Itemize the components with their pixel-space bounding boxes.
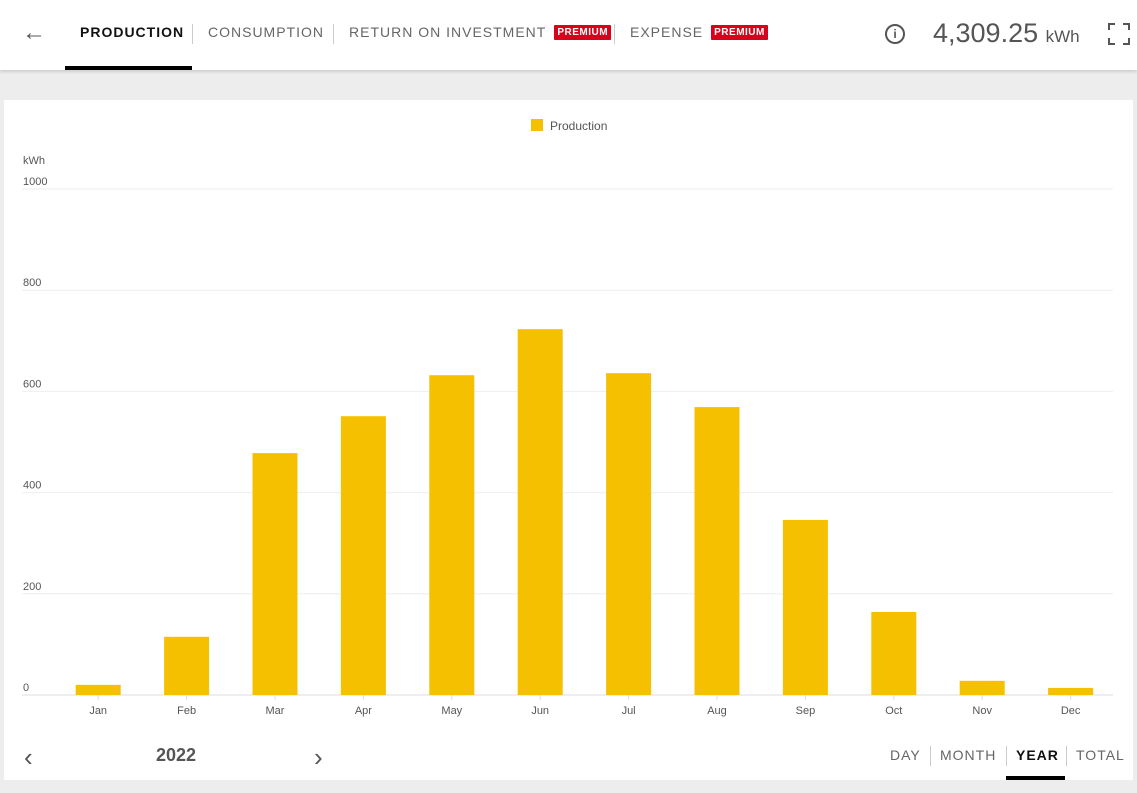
tab-label: EXPENSE bbox=[630, 24, 704, 40]
divider bbox=[930, 746, 931, 766]
tab-expense[interactable]: EXPENSE PREMIUM bbox=[630, 24, 768, 40]
tab-label: CONSUMPTION bbox=[208, 24, 324, 40]
period-year[interactable]: YEAR bbox=[1016, 747, 1059, 763]
divider bbox=[1006, 746, 1007, 766]
bar-apr bbox=[340, 416, 386, 695]
x-tick-label: Jun bbox=[531, 705, 549, 717]
bar-dec bbox=[1048, 687, 1094, 695]
production-chart: Production kWh 0 200 400 600 800 1000 Jan Feb Mar A… bbox=[22, 119, 1113, 717]
y-axis-label: kWh bbox=[23, 155, 45, 167]
premium-badge: PREMIUM bbox=[554, 24, 612, 40]
year-label: 2022 bbox=[156, 745, 197, 765]
period-day[interactable]: DAY bbox=[890, 747, 921, 763]
divider bbox=[192, 24, 193, 44]
legend-label: Production bbox=[550, 119, 607, 133]
x-tick-label: Jan bbox=[89, 705, 107, 717]
x-tick-label: Mar bbox=[266, 705, 285, 717]
active-tab-indicator bbox=[65, 66, 192, 70]
total-production: 4,309.25 kWh bbox=[933, 18, 1080, 49]
x-tick-label: Dec bbox=[1061, 705, 1081, 717]
header: ← PRODUCTION CONSUMPTION RETURN ON INVES… bbox=[0, 0, 1137, 70]
x-tick-label: Oct bbox=[885, 705, 902, 717]
premium-badge: PREMIUM bbox=[711, 24, 768, 40]
legend-swatch bbox=[531, 119, 543, 131]
divider bbox=[1066, 746, 1067, 766]
bar-sep bbox=[782, 519, 828, 695]
tab-label: PRODUCTION bbox=[80, 24, 185, 40]
arrow-left-icon[interactable]: ← bbox=[22, 19, 46, 46]
x-tick-label: Nov bbox=[972, 705, 992, 717]
x-tick-label: Jul bbox=[622, 705, 636, 717]
bar-nov bbox=[959, 680, 1005, 695]
y-tick-label: 200 bbox=[23, 581, 41, 593]
chart-card: Production kWh 0 200 400 600 800 1000 Jan Feb Mar A… bbox=[4, 100, 1133, 780]
divider bbox=[614, 24, 615, 44]
tab-label: RETURN ON INVESTMENT bbox=[349, 24, 547, 40]
chevron-right-icon[interactable]: › bbox=[314, 742, 323, 772]
total-value: 4,309.25 bbox=[933, 18, 1039, 48]
bar-jan bbox=[75, 684, 121, 695]
y-tick-label: 800 bbox=[23, 277, 41, 289]
chevron-left-icon[interactable]: ‹ bbox=[24, 742, 33, 772]
x-tick-label: May bbox=[441, 705, 462, 717]
total-unit: kWh bbox=[1045, 27, 1080, 46]
tab-consumption[interactable]: CONSUMPTION bbox=[208, 24, 324, 40]
y-tick-label: 1000 bbox=[23, 176, 47, 188]
active-period-indicator bbox=[1006, 776, 1065, 780]
bar-may bbox=[429, 375, 475, 695]
x-tick-label: Apr bbox=[355, 705, 372, 717]
bar-feb bbox=[164, 636, 210, 695]
y-tick-label: 600 bbox=[23, 378, 41, 390]
bar-oct bbox=[871, 612, 917, 695]
x-tick-label: Aug bbox=[707, 705, 727, 717]
bar-jul bbox=[606, 373, 652, 695]
period-total[interactable]: TOTAL bbox=[1076, 747, 1125, 763]
x-tick-label: Sep bbox=[796, 705, 816, 717]
y-tick-label: 400 bbox=[23, 480, 41, 492]
bar-mar bbox=[252, 453, 298, 695]
fullscreen-icon[interactable] bbox=[1107, 22, 1131, 46]
tab-production[interactable]: PRODUCTION bbox=[80, 24, 184, 40]
bar-jun bbox=[517, 329, 563, 695]
bar-aug bbox=[694, 407, 740, 695]
x-tick-label: Feb bbox=[177, 705, 196, 717]
info-icon[interactable]: i bbox=[885, 24, 905, 44]
footer: ‹ 2022 › DAY MONTH YEAR TOTAL bbox=[4, 732, 1133, 780]
divider bbox=[333, 24, 334, 44]
tab-return-on-investment[interactable]: RETURN ON INVESTMENT PREMIUM bbox=[349, 24, 612, 40]
period-month[interactable]: MONTH bbox=[940, 747, 997, 763]
y-tick-label: 0 bbox=[23, 682, 29, 694]
